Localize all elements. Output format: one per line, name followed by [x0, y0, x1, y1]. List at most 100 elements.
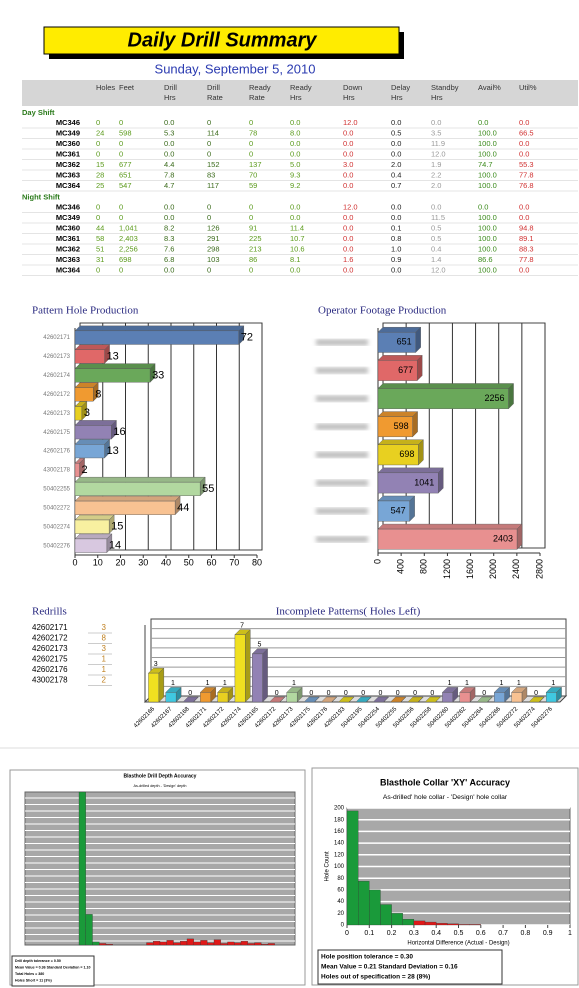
cell: 0.0: [343, 128, 353, 137]
x-tick-label: 2000: [488, 559, 498, 579]
value-label: 13: [107, 445, 119, 457]
bar-side: [539, 696, 545, 703]
value-label: 72: [241, 332, 253, 344]
y-axis-label: Hole Count: [325, 851, 331, 881]
cell: 1.0: [391, 244, 401, 253]
cell: 0.0: [164, 213, 174, 222]
bar-top: [74, 344, 111, 350]
histogram-bar: [391, 913, 403, 926]
redrill-pattern: 42602176: [32, 665, 68, 674]
category-label: 42602175: [43, 430, 70, 436]
stats-line: Holes Short = 11 (3%): [15, 979, 52, 983]
bar: [74, 349, 105, 364]
row-label: MC349: [56, 128, 80, 137]
cell: 3.0: [343, 160, 353, 169]
bar-side: [245, 629, 251, 703]
cell: 0.0: [431, 202, 441, 211]
cell: 12.0: [431, 265, 446, 274]
histogram-bar: [240, 941, 248, 946]
bar: [165, 692, 177, 703]
row-label: MC361: [56, 234, 80, 243]
cell: 86: [249, 255, 257, 264]
stats-line: Mean Value = 0.21 Standard Deviation = 0…: [321, 964, 458, 971]
cell: 0: [249, 149, 253, 158]
value-label: 0: [534, 690, 538, 697]
cell: 0: [207, 213, 211, 222]
chart-title: Blasthole Drill Depth Accuracy: [124, 773, 197, 779]
value-label: 14: [109, 540, 121, 552]
cell: 0: [207, 139, 211, 148]
cell: 2,403: [119, 234, 138, 243]
value-label: 677: [398, 365, 413, 375]
cell: 1.6: [343, 255, 353, 264]
cell: 0.8: [391, 234, 401, 243]
bar-top: [377, 355, 423, 361]
category-label: 42602172: [43, 392, 70, 398]
histogram-bar: [213, 939, 221, 946]
histogram-bar: [200, 940, 208, 946]
date: Sunday, September 5, 2010: [155, 61, 316, 76]
value-label: 2: [82, 464, 88, 476]
cell: 0: [207, 265, 211, 274]
x-tick-label: 0.1: [364, 930, 374, 937]
cell: 58: [96, 234, 104, 243]
cell: 0.5: [391, 128, 401, 137]
stats-box: [317, 949, 503, 985]
cell: 547: [119, 181, 132, 190]
value-label: 2403: [493, 534, 513, 544]
row-label: MC364: [56, 181, 81, 190]
cell: 15: [96, 160, 104, 169]
cell: 10.6: [290, 244, 305, 253]
cell: 0: [119, 149, 123, 158]
value-label: 1: [465, 680, 469, 687]
value-label: 1: [206, 680, 210, 687]
stats-line: Mean Value = 0.36 Standard Deviation = 1…: [15, 966, 91, 970]
redrill-pattern: 42602173: [32, 644, 68, 653]
cell: 114: [207, 128, 219, 137]
category-label: 42602173: [43, 354, 70, 360]
bar-top: [377, 523, 523, 530]
y-tick-label: 200: [334, 806, 345, 812]
redrill-count: 2: [102, 676, 107, 685]
value-label: 598: [394, 421, 409, 431]
column-header: Avail%: [478, 83, 501, 92]
value-label: 0: [413, 690, 417, 697]
x-tick-label: 0: [345, 930, 349, 937]
value-label: 1: [517, 680, 521, 687]
blurred-name: [316, 339, 368, 346]
cell: 137: [249, 160, 262, 169]
column-header: Standby: [431, 83, 459, 92]
histogram-bar: [85, 914, 93, 946]
x-tick-label: 50: [184, 557, 194, 567]
cell: 3.5: [431, 128, 441, 137]
bar: [74, 368, 151, 383]
cell: 0: [249, 139, 253, 148]
histogram-bar: [146, 942, 154, 946]
cell: 0: [207, 202, 211, 211]
row-label: MC364: [56, 265, 81, 274]
cell: 0.0: [391, 118, 401, 127]
cell: 2.0: [391, 160, 401, 169]
cell: 55.3: [519, 160, 534, 169]
bar-side: [158, 667, 165, 703]
bar: [377, 528, 518, 550]
value-label: 0: [275, 690, 279, 697]
cell: 2.0: [431, 181, 441, 190]
cell: 117: [207, 181, 219, 190]
bar: [377, 444, 419, 466]
cell: 0: [96, 265, 100, 274]
blurred-name: [316, 395, 368, 402]
x-tick-label: 2400: [511, 559, 521, 579]
cell: 9.2: [290, 181, 300, 190]
cell: 0: [96, 202, 100, 211]
bar: [252, 653, 263, 703]
cell: 0.0: [519, 118, 529, 127]
cell: 91: [249, 223, 257, 232]
cell: 8.0: [290, 128, 300, 137]
cell: 698: [119, 255, 132, 264]
blurred-name: [316, 423, 368, 430]
cell: 0.0: [391, 149, 401, 158]
bar: [74, 425, 112, 440]
bar-top: [74, 363, 156, 369]
cell: 677: [119, 160, 132, 169]
